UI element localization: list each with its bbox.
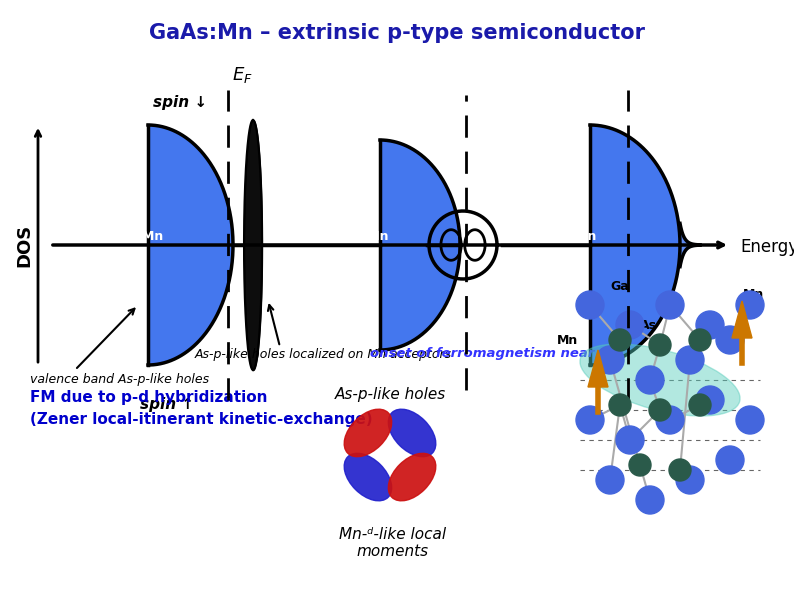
- Text: >2% Mn: >2% Mn: [539, 230, 596, 243]
- Circle shape: [669, 459, 691, 481]
- Ellipse shape: [580, 344, 740, 416]
- Circle shape: [689, 394, 711, 416]
- Text: As-p-like holes localized on Mn acceptors: As-p-like holes localized on Mn acceptor…: [195, 348, 452, 361]
- Text: valence band As-p-like holes: valence band As-p-like holes: [30, 373, 209, 386]
- Text: Ga: Ga: [611, 280, 630, 293]
- Circle shape: [716, 326, 744, 354]
- Text: spin ↑: spin ↑: [140, 397, 194, 412]
- Circle shape: [649, 334, 671, 356]
- Circle shape: [736, 406, 764, 434]
- Polygon shape: [588, 350, 608, 387]
- Circle shape: [676, 466, 704, 494]
- Circle shape: [576, 291, 604, 319]
- Text: $E_F$: $E_F$: [232, 65, 252, 85]
- Circle shape: [636, 366, 664, 394]
- Circle shape: [636, 486, 664, 514]
- Text: As-p-like holes: As-p-like holes: [334, 387, 445, 402]
- Polygon shape: [590, 125, 680, 365]
- Circle shape: [676, 346, 704, 374]
- Ellipse shape: [344, 453, 391, 501]
- Circle shape: [656, 291, 684, 319]
- Circle shape: [696, 311, 724, 339]
- Circle shape: [696, 386, 724, 414]
- Circle shape: [689, 329, 711, 351]
- Text: DOS: DOS: [15, 223, 33, 267]
- Text: (Zener local-itinerant kinetic-exchange): (Zener local-itinerant kinetic-exchange): [30, 412, 372, 427]
- Circle shape: [649, 399, 671, 421]
- Text: spin ↓: spin ↓: [153, 96, 207, 111]
- Circle shape: [616, 311, 644, 339]
- Text: Mn-ᵈ-like local
moments: Mn-ᵈ-like local moments: [340, 527, 446, 559]
- Circle shape: [656, 406, 684, 434]
- Ellipse shape: [388, 453, 436, 501]
- Circle shape: [596, 466, 624, 494]
- Circle shape: [616, 426, 644, 454]
- Text: FM due to p-d hybridization: FM due to p-d hybridization: [30, 390, 268, 405]
- Circle shape: [609, 394, 631, 416]
- Circle shape: [716, 446, 744, 474]
- Circle shape: [576, 406, 604, 434]
- Circle shape: [609, 329, 631, 351]
- Polygon shape: [732, 301, 752, 338]
- Circle shape: [629, 454, 651, 476]
- Text: onset of ferromagnetism near MIT: onset of ferromagnetism near MIT: [370, 347, 626, 360]
- Ellipse shape: [344, 409, 391, 457]
- Circle shape: [736, 291, 764, 319]
- Text: << 1% Mn: << 1% Mn: [91, 230, 163, 243]
- Text: ~1% Mn: ~1% Mn: [331, 230, 389, 243]
- Text: Mn: Mn: [557, 334, 579, 347]
- Circle shape: [596, 346, 624, 374]
- Polygon shape: [148, 125, 233, 365]
- Text: As: As: [639, 319, 657, 332]
- Text: Mn: Mn: [743, 288, 765, 301]
- Text: GaAs:Mn – extrinsic p-type semiconductor: GaAs:Mn – extrinsic p-type semiconductor: [149, 23, 645, 43]
- Ellipse shape: [388, 409, 436, 457]
- Polygon shape: [380, 140, 460, 350]
- Text: Energy: Energy: [740, 238, 794, 256]
